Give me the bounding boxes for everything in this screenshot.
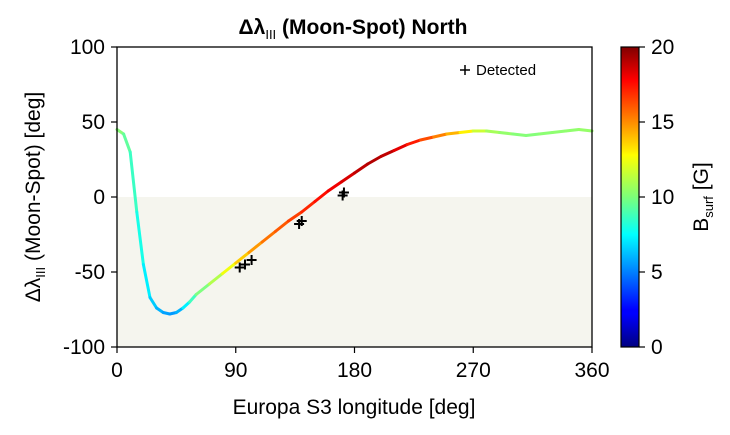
line-segment <box>234 251 251 265</box>
line-segment <box>300 200 317 214</box>
title-subscript: III <box>265 27 276 42</box>
line-segment <box>135 210 145 266</box>
x-tick-label: 270 <box>456 359 491 382</box>
detected-marker <box>246 255 257 265</box>
colorbar-ticks: 0 5 10 15 20 <box>639 36 674 359</box>
line-segment <box>366 155 383 166</box>
line-segment <box>524 132 541 137</box>
cblabel-suffix: [G] <box>690 162 713 196</box>
line-segment <box>148 296 159 310</box>
ylabel-subscript: III <box>33 267 48 278</box>
line-segment <box>392 143 409 152</box>
line-segment <box>550 129 568 134</box>
line-segment <box>498 131 515 136</box>
detected-markers <box>234 187 349 273</box>
line-segment <box>445 131 462 136</box>
detected-marker <box>338 187 349 198</box>
line-segment <box>458 129 475 134</box>
colorbar-tick-label: 10 <box>651 186 674 209</box>
colorbar-tick-label: 0 <box>651 336 663 359</box>
line-segment <box>353 162 370 175</box>
line-segment <box>128 150 139 214</box>
line-segment <box>379 149 396 158</box>
shaded-region <box>117 197 592 347</box>
line-segment <box>484 129 502 134</box>
line-segment <box>194 282 211 296</box>
line-segment <box>313 189 330 203</box>
colorbar <box>620 46 640 348</box>
line-segment <box>247 240 264 254</box>
line-segment <box>405 138 422 146</box>
line-segment <box>537 131 554 136</box>
x-tick-label: 360 <box>574 359 609 382</box>
legend-label-detected: Detected <box>476 62 536 79</box>
title-suffix: (Moon-Spot) North <box>276 16 467 39</box>
y-axis-label: ΔλIII (Moon-Spot) [deg] <box>22 92 48 302</box>
x-tick-label: 90 <box>224 359 247 382</box>
title-prefix: Δλ <box>239 16 266 39</box>
cblabel-subscript: surf <box>701 196 716 218</box>
y-tick-label: 0 <box>93 186 105 209</box>
colorbar-tick-label: 15 <box>651 111 674 134</box>
line-segment <box>339 171 356 184</box>
y-tick-label: 50 <box>82 111 105 134</box>
line-segment <box>221 261 238 275</box>
cblabel-prefix: B <box>690 218 713 232</box>
detected-marker <box>239 259 250 270</box>
x-tick-label: 180 <box>337 359 372 382</box>
line-segment <box>273 219 291 233</box>
line-segment <box>207 272 225 286</box>
detected-marker <box>234 262 245 273</box>
line-segment <box>188 293 198 304</box>
x-axis-label: Europa S3 longitude [deg] <box>233 396 476 419</box>
line-segment <box>418 135 436 142</box>
line-segment <box>511 132 528 137</box>
line-segment <box>564 128 581 133</box>
colorbar-label: Bsurf [G] <box>690 162 716 232</box>
chart-title: ΔλIII (Moon-Spot) North <box>239 16 468 42</box>
legend: Detected <box>460 62 536 79</box>
y-tick-label: -50 <box>75 261 105 284</box>
x-tick-label: 0 <box>111 359 123 382</box>
y-tick-label: -100 <box>63 336 105 359</box>
ylabel-suffix: (Moon-Spot) [deg] <box>22 92 45 267</box>
colorbar-tick-label: 5 <box>651 261 663 284</box>
colorbar-tick-label: 20 <box>651 36 674 59</box>
line-segment <box>141 263 152 299</box>
detected-marker <box>296 216 307 226</box>
line-segment <box>432 132 449 139</box>
line-segment <box>260 230 277 244</box>
line-segment <box>122 132 132 154</box>
x-axis-ticks: 0 90 180 270 360 <box>111 347 610 382</box>
ylabel-prefix: Δλ <box>22 277 45 302</box>
line-segment <box>287 210 304 223</box>
line-segment <box>577 128 594 133</box>
data-line <box>115 128 594 316</box>
line-segment <box>326 180 343 193</box>
y-axis-ticks: -100 -50 0 50 100 <box>63 36 117 359</box>
y-tick-label: 100 <box>70 36 105 59</box>
